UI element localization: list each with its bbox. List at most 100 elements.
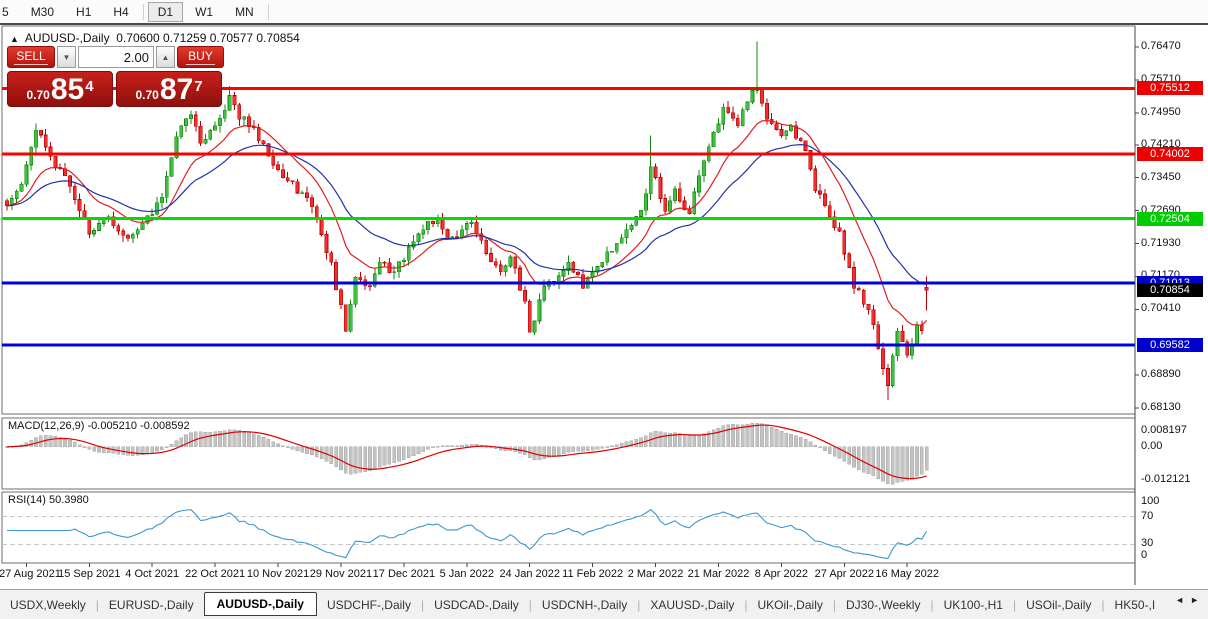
- macd-histogram-bar: [140, 446, 145, 455]
- candle-body: [53, 155, 58, 168]
- candle-body: [310, 197, 314, 208]
- candle-body: [280, 169, 285, 179]
- macd-histogram-bar: [305, 446, 309, 454]
- sell-button[interactable]: SELL: [7, 46, 55, 68]
- volume-decrease-button[interactable]: ▼: [57, 46, 76, 68]
- tab-ukoil-daily[interactable]: UKOil-,Daily: [757, 597, 823, 612]
- date-axis-label: 27 Apr 2022: [814, 568, 874, 580]
- date-axis-label: 10 Nov 2021: [246, 568, 310, 580]
- candle-body: [440, 219, 445, 230]
- macd-histogram-bar: [82, 446, 87, 448]
- tab-usdcad-daily[interactable]: USDCAD-,Daily: [434, 597, 519, 612]
- macd-histogram-bar: [886, 446, 890, 485]
- macd-histogram-bar: [881, 446, 885, 482]
- chart-title: ▲ AUDUSD-,Daily 0.70600 0.71259 0.70577 0…: [10, 31, 300, 45]
- timeframe-button-m30[interactable]: M30: [30, 4, 55, 19]
- timeframe-button-w1[interactable]: W1: [195, 4, 214, 19]
- candle-body: [87, 218, 92, 235]
- tab-scroll-right-icon[interactable]: ►: [1190, 595, 1205, 605]
- candle-body: [208, 129, 213, 140]
- candle-body: [566, 261, 571, 271]
- macd-histogram-bar: [271, 441, 276, 447]
- tab-scroll-left-icon[interactable]: ◄: [1175, 595, 1191, 605]
- macd-histogram-bar: [343, 446, 348, 474]
- candle-body: [634, 216, 639, 226]
- candle-body: [798, 138, 803, 141]
- macd-histogram-bar: [435, 446, 440, 448]
- tab-usdchf-daily[interactable]: USDCHF-,Daily: [326, 597, 411, 612]
- tab-hk50-i[interactable]: HK50-,I: [1114, 597, 1156, 612]
- macd-histogram-bar: [745, 423, 750, 447]
- macd-histogram-bar: [765, 425, 769, 447]
- macd-histogram-bar: [77, 444, 82, 447]
- macd-histogram-bar: [281, 445, 285, 448]
- buy-price-prefix: 0.70: [135, 88, 159, 102]
- macd-histogram-bar: [682, 434, 687, 447]
- tab-xauusd-daily[interactable]: XAUUSD-,Daily: [650, 597, 735, 612]
- candle-body: [842, 230, 847, 255]
- date-axis-label: 2 Mar 2022: [627, 568, 684, 580]
- macd-histogram-bar: [339, 446, 343, 471]
- rsi-axis-label: 30: [1141, 537, 1154, 550]
- tab-separator: |: [930, 597, 934, 612]
- tab-usoil-daily[interactable]: USOil-,Daily: [1026, 597, 1092, 612]
- macd-histogram-bar: [348, 446, 353, 475]
- macd-histogram-bar: [174, 440, 179, 447]
- collapse-arrow-icon[interactable]: ▲: [10, 34, 19, 44]
- macd-histogram-bar: [581, 446, 585, 452]
- candle-body: [852, 267, 856, 289]
- macd-histogram-bar: [629, 440, 634, 447]
- tab-uk100-h1[interactable]: UK100-,H1: [943, 597, 1003, 612]
- macd-histogram-bar: [266, 439, 271, 447]
- macd-signal-line: [6, 424, 927, 480]
- candle-body: [522, 289, 527, 302]
- candle-body: [716, 123, 721, 133]
- candle-body: [111, 216, 116, 227]
- candle-body: [29, 146, 34, 166]
- macd-histogram-bar: [919, 446, 924, 475]
- volume-input[interactable]: [78, 46, 154, 68]
- tab-audusd-daily[interactable]: AUDUSD-,Daily: [203, 591, 317, 616]
- macd-histogram-bar: [372, 446, 377, 470]
- macd-histogram-bar: [440, 445, 445, 448]
- sell-price-button[interactable]: 0.70 85 4: [7, 71, 113, 107]
- candle-body: [218, 118, 222, 127]
- timeframe-button-mn[interactable]: MN: [235, 4, 254, 19]
- macd-histogram-bar: [135, 446, 140, 456]
- candle-body: [334, 261, 339, 291]
- candle-body: [314, 206, 319, 220]
- macd-histogram-bar: [905, 446, 910, 481]
- candle-body: [668, 200, 672, 212]
- candle-body: [595, 266, 600, 273]
- timeframe-button-5[interactable]: 5: [2, 4, 9, 19]
- tab-dj30-weekly[interactable]: DJ30-,Weekly: [845, 597, 921, 612]
- volume-increase-button[interactable]: ▲: [156, 46, 175, 68]
- timeframe-button-h4[interactable]: H4: [113, 4, 129, 19]
- candle-body: [721, 106, 726, 125]
- buy-button[interactable]: BUY: [177, 46, 224, 68]
- candle-body: [513, 256, 518, 269]
- macd-histogram-bar: [866, 446, 871, 475]
- price-axis-label: 0.73450: [1141, 170, 1181, 183]
- macd-histogram-bar: [232, 429, 237, 447]
- timeframe-button-d1[interactable]: D1: [147, 1, 184, 22]
- macd-histogram-bar: [334, 446, 338, 467]
- macd-histogram-bar: [755, 422, 760, 447]
- buy-price-button[interactable]: 0.70 87 7: [116, 71, 222, 107]
- price-axis-label: 0.68890: [1141, 368, 1181, 381]
- candle-body: [648, 166, 653, 195]
- macd-histogram-bar: [818, 446, 822, 449]
- macd-histogram-bar: [63, 438, 67, 447]
- macd-histogram-bar: [155, 446, 159, 452]
- candle-body: [34, 129, 38, 148]
- tab-eurusd-daily[interactable]: EURUSD-,Daily: [108, 597, 194, 612]
- candle-body: [469, 222, 474, 224]
- price-axis-label: 0.74950: [1141, 105, 1181, 118]
- tab-usdcnh-daily[interactable]: USDCNH-,Daily: [541, 597, 628, 612]
- macd-axis-label: 0.00: [1141, 439, 1163, 452]
- tab-usdx-weekly[interactable]: USDX,Weekly: [10, 597, 86, 612]
- macd-histogram-bar: [160, 446, 164, 450]
- candle-body: [735, 117, 740, 127]
- timeframe-button-h1[interactable]: H1: [76, 4, 92, 19]
